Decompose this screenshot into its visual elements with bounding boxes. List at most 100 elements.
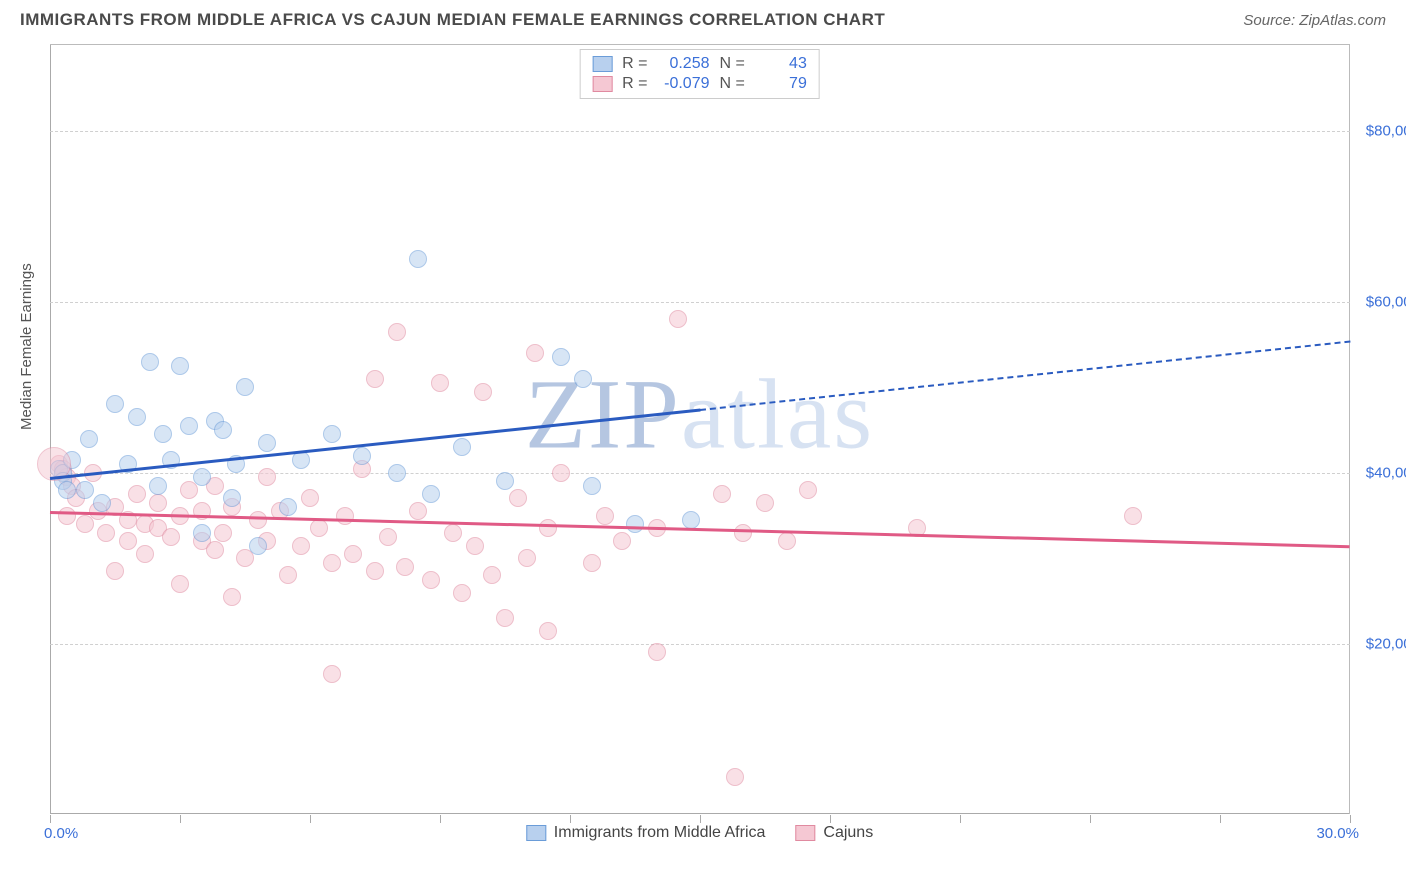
gridline xyxy=(50,302,1350,303)
data-point xyxy=(206,541,224,559)
data-point xyxy=(483,566,501,584)
data-point xyxy=(292,537,310,555)
data-point xyxy=(154,425,172,443)
correlation-stats-box: R = 0.258 N = 43 R = -0.079 N = 79 xyxy=(579,49,820,99)
x-tick xyxy=(830,815,831,823)
data-point xyxy=(1124,507,1142,525)
r-value: -0.079 xyxy=(658,75,710,93)
data-point xyxy=(466,537,484,555)
data-point xyxy=(496,609,514,627)
data-point xyxy=(58,507,76,525)
data-point xyxy=(310,519,328,537)
data-point xyxy=(171,575,189,593)
x-axis-min-label: 0.0% xyxy=(44,825,78,842)
data-point xyxy=(279,498,297,516)
data-point xyxy=(366,562,384,580)
legend-item-b: Cajuns xyxy=(795,824,873,842)
data-point xyxy=(249,511,267,529)
y-tick-label: $80,000 xyxy=(1366,122,1406,139)
data-point xyxy=(453,584,471,602)
x-tick xyxy=(700,815,701,823)
y-tick-label: $40,000 xyxy=(1366,464,1406,481)
data-point xyxy=(539,519,557,537)
data-point xyxy=(93,494,111,512)
data-point xyxy=(778,532,796,550)
data-point xyxy=(713,485,731,503)
r-label: R = xyxy=(622,75,647,93)
x-tick xyxy=(310,815,311,823)
data-point xyxy=(388,464,406,482)
data-point xyxy=(669,310,687,328)
r-label: R = xyxy=(622,55,647,73)
n-value: 79 xyxy=(755,75,807,93)
swatch-series-a xyxy=(592,56,612,72)
data-point xyxy=(453,438,471,456)
data-point xyxy=(336,507,354,525)
data-point xyxy=(396,558,414,576)
data-point xyxy=(388,323,406,341)
data-point xyxy=(344,545,362,563)
x-axis-max-label: 30.0% xyxy=(1316,825,1359,842)
data-point xyxy=(106,562,124,580)
data-point xyxy=(323,554,341,572)
trendline xyxy=(50,409,700,480)
data-point xyxy=(149,494,167,512)
n-label: N = xyxy=(720,75,745,93)
data-point xyxy=(353,447,371,465)
data-point xyxy=(149,477,167,495)
data-point xyxy=(756,494,774,512)
series-legend: Immigrants from Middle Africa Cajuns xyxy=(526,824,873,842)
r-value: 0.258 xyxy=(658,55,710,73)
x-tick xyxy=(1090,815,1091,823)
data-point xyxy=(106,395,124,413)
legend-label: Cajuns xyxy=(823,824,873,842)
data-point xyxy=(444,524,462,542)
data-point xyxy=(648,643,666,661)
data-point xyxy=(409,502,427,520)
data-point xyxy=(726,768,744,786)
data-point xyxy=(236,378,254,396)
legend-label: Immigrants from Middle Africa xyxy=(554,824,766,842)
stats-row-series-b: R = -0.079 N = 79 xyxy=(592,74,807,94)
data-point xyxy=(496,472,514,490)
data-point xyxy=(214,421,232,439)
x-tick xyxy=(180,815,181,823)
data-point xyxy=(180,417,198,435)
data-point xyxy=(141,353,159,371)
data-point xyxy=(128,408,146,426)
data-point xyxy=(734,524,752,542)
x-tick xyxy=(570,815,571,823)
source-attribution: Source: ZipAtlas.com xyxy=(1243,12,1386,29)
data-point xyxy=(279,566,297,584)
data-point xyxy=(171,357,189,375)
x-tick xyxy=(1220,815,1221,823)
n-label: N = xyxy=(720,55,745,73)
data-point xyxy=(799,481,817,499)
swatch-series-b xyxy=(795,825,815,841)
scatter-chart: ZIPatlas $20,000$40,000$60,000$80,000 R … xyxy=(50,44,1350,814)
data-point xyxy=(80,430,98,448)
data-point xyxy=(509,489,527,507)
data-point xyxy=(193,468,211,486)
data-point xyxy=(552,348,570,366)
gridline xyxy=(50,473,1350,474)
data-point xyxy=(249,537,267,555)
data-point xyxy=(214,524,232,542)
data-point xyxy=(366,370,384,388)
data-point xyxy=(379,528,397,546)
source-name: ZipAtlas.com xyxy=(1299,12,1386,29)
data-point xyxy=(136,545,154,563)
data-point xyxy=(682,511,700,529)
x-tick xyxy=(960,815,961,823)
y-tick-label: $60,000 xyxy=(1366,293,1406,310)
data-point xyxy=(518,549,536,567)
trendline-extrapolated xyxy=(700,340,1350,410)
y-tick-label: $20,000 xyxy=(1366,635,1406,652)
data-point xyxy=(474,383,492,401)
data-point xyxy=(613,532,631,550)
swatch-series-a xyxy=(526,825,546,841)
data-point xyxy=(128,485,146,503)
data-point xyxy=(574,370,592,388)
n-value: 43 xyxy=(755,55,807,73)
data-point xyxy=(119,532,137,550)
